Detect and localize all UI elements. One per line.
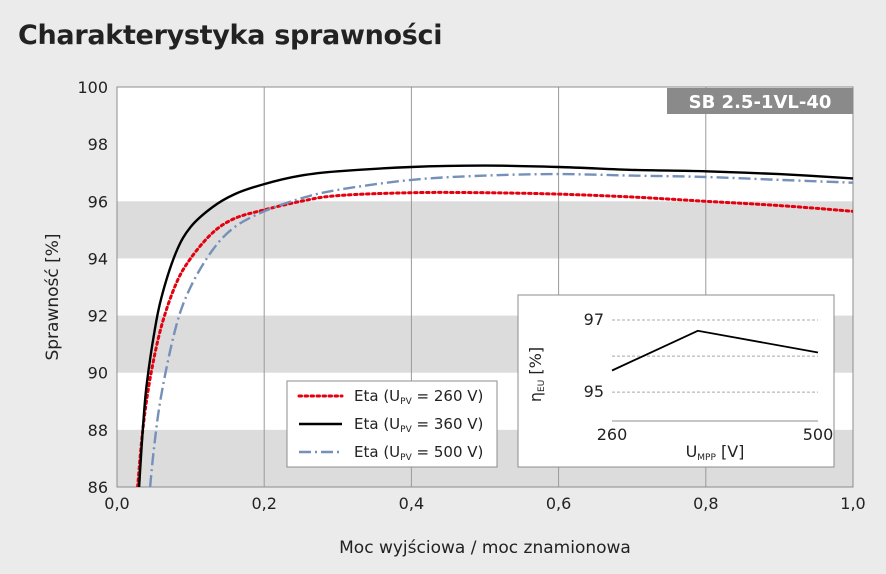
chart-title: Charakterystyka sprawności <box>18 20 443 51</box>
inset-x-tick-label: 500 <box>803 425 834 444</box>
y-tick-label: 94 <box>88 249 108 268</box>
x-tick-label: 0,2 <box>251 494 276 513</box>
inset-x-tick-label: 260 <box>597 425 628 444</box>
y-tick-label: 98 <box>88 135 108 154</box>
legend-label: Eta (UPV = 360 V) <box>354 415 483 435</box>
x-tick-labels: 0,0 0,2 0,4 0,6 0,8 1,0 <box>104 494 865 513</box>
x-axis-label: Moc wyjściowa / moc znamionowa <box>339 538 631 558</box>
y-axis-label: Sprawność [%] <box>43 233 63 360</box>
x-tick-label: 0,8 <box>693 494 718 513</box>
series-line-3 <box>148 172 853 487</box>
y-tick-labels: 86 88 90 92 94 96 98 100 <box>77 78 108 497</box>
inset-y-tick-label: 95 <box>584 382 604 401</box>
y-tick-label: 100 <box>77 78 108 97</box>
legend-label: Eta (UPV = 500 V) <box>354 443 483 463</box>
x-tick-label: 0,4 <box>399 494 424 513</box>
y-tick-label: 96 <box>88 192 108 211</box>
inset-box <box>517 294 835 468</box>
model-badge-label: SB 2.5-1VL-40 <box>689 92 832 113</box>
legend-label: Eta (UPV = 260 V) <box>354 387 483 407</box>
legend: Eta (UPV = 260 V) Eta (UPV = 360 V) Eta (U… <box>286 380 498 468</box>
model-badge: SB 2.5-1VL-40 <box>667 88 853 114</box>
inset-y-tick-label: 97 <box>584 310 604 329</box>
series-line-2 <box>137 164 853 487</box>
y-tick-label: 86 <box>88 478 108 497</box>
band <box>117 201 853 259</box>
inset-y-axis-label: ηEU [%] <box>526 347 547 402</box>
x-tick-label: 0,6 <box>546 494 571 513</box>
x-tick-label: 0,0 <box>104 494 129 513</box>
inset-series-line <box>611 329 819 372</box>
plot-frame <box>116 86 854 488</box>
x-tick-label: 1,0 <box>840 494 865 513</box>
inset-chart: 95 97 260 500 UMPP [V] ηEU [%] <box>517 294 835 468</box>
efficiency-curves <box>136 164 853 487</box>
y-tick-label: 88 <box>88 421 108 440</box>
model-badge-background <box>667 88 853 114</box>
y-tick-label: 90 <box>88 364 108 383</box>
inset-x-axis-label: UMPP [V] <box>686 442 745 463</box>
y-tick-label: 92 <box>88 307 108 326</box>
series-line-1 <box>136 190 853 487</box>
